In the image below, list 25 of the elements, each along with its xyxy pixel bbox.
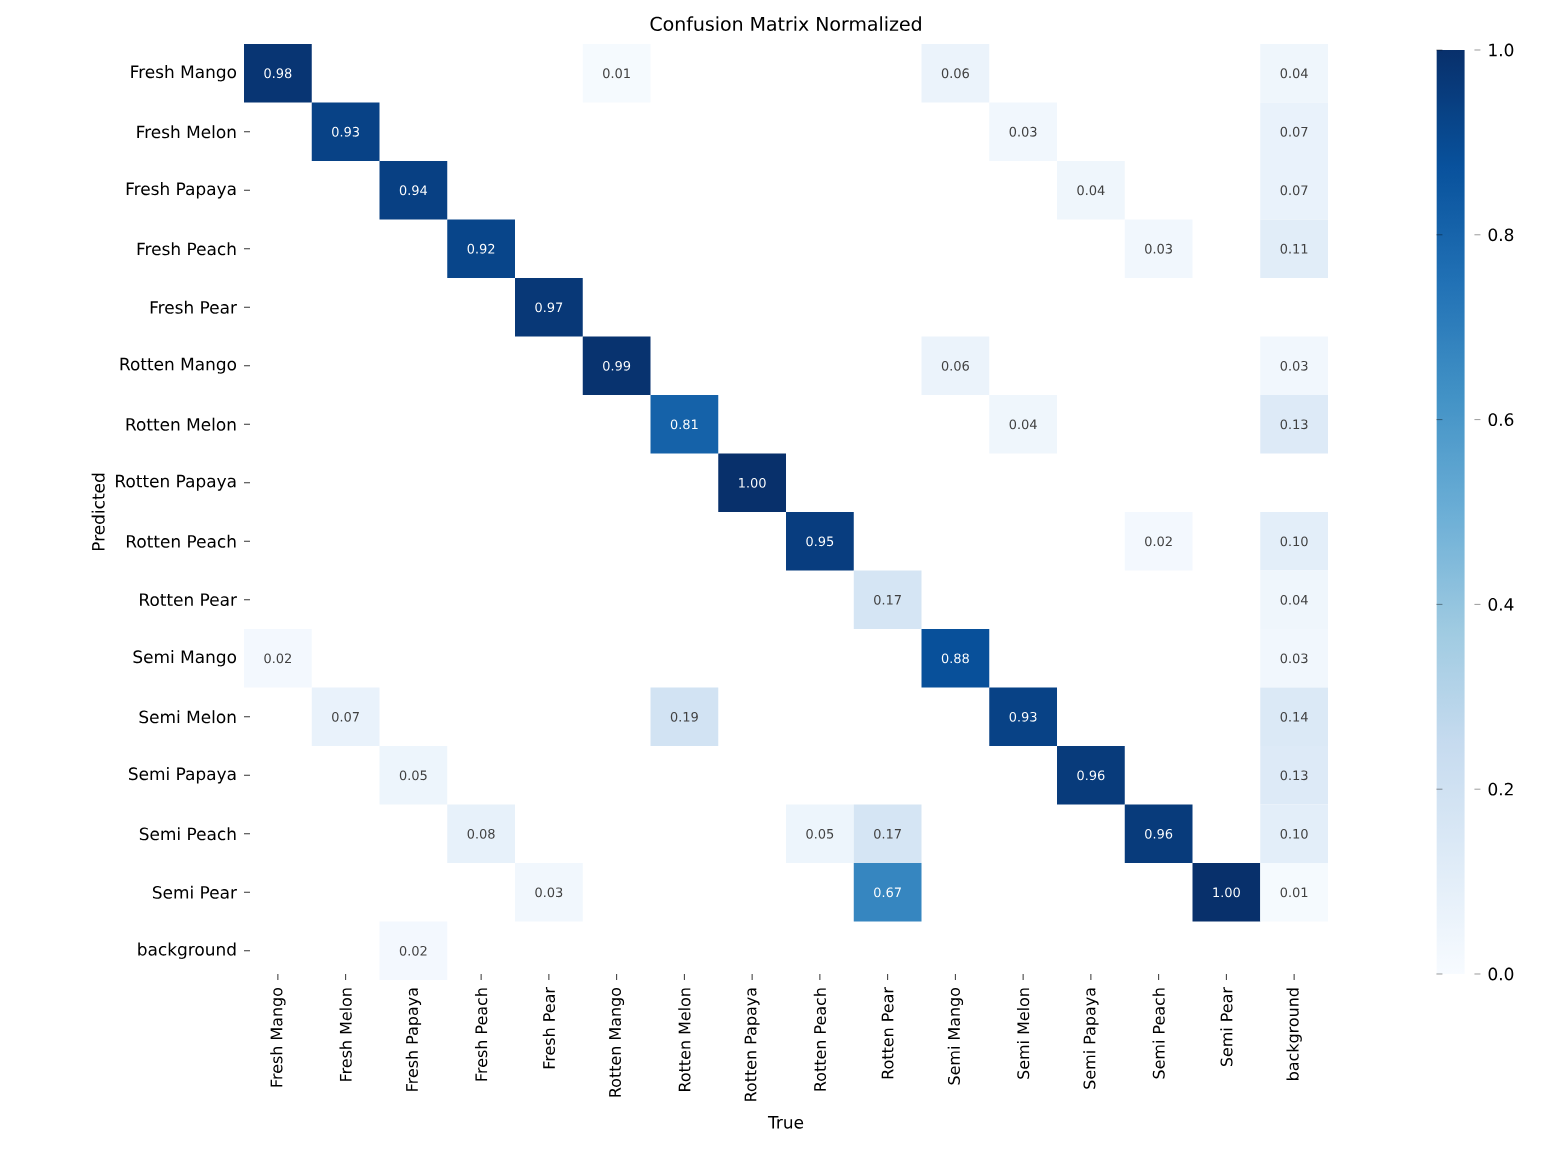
color-bar-label: 0.2	[1488, 782, 1513, 796]
y-tick-label: Fresh Pear	[150, 300, 237, 314]
y-tick-label: Rotten Mango	[120, 357, 237, 374]
y-tick-label: Semi Melon	[139, 710, 236, 724]
y-tick-label: Fresh Papaya	[126, 182, 236, 199]
y-tick-label: Fresh Peach	[137, 242, 236, 256]
color-bar-label: 1.0	[1489, 43, 1514, 57]
y-tick-label: Fresh Melon	[137, 125, 236, 139]
y-tick-label: background	[138, 942, 236, 959]
chart-title: Confusion Matrix Normalized	[650, 16, 921, 32]
y-tick-label: Fresh Mango	[131, 65, 237, 82]
y-tick-label: Rotten Melon	[126, 417, 236, 431]
x-axis-title: True	[767, 1116, 804, 1129]
y-tick-label: Semi Mango	[133, 650, 237, 667]
color-bar-label: 0.4	[1488, 598, 1514, 611]
y-tick-label: Rotten Peach	[126, 534, 236, 548]
y-tick-label: Rotten Papaya	[116, 474, 236, 491]
color-bar-label: 0.0	[1488, 967, 1514, 981]
y-tick-label: Semi Pear	[152, 885, 237, 899]
color-bar-label: 0.8	[1488, 228, 1514, 242]
y-tick-label: Rotten Pear	[140, 593, 237, 607]
color-bar-label: 0.6	[1488, 413, 1514, 427]
y-axis-title: Predicted	[91, 473, 105, 551]
y-tick-label: Semi Peach	[139, 827, 236, 841]
y-tick-label: Semi Papaya	[128, 767, 236, 784]
